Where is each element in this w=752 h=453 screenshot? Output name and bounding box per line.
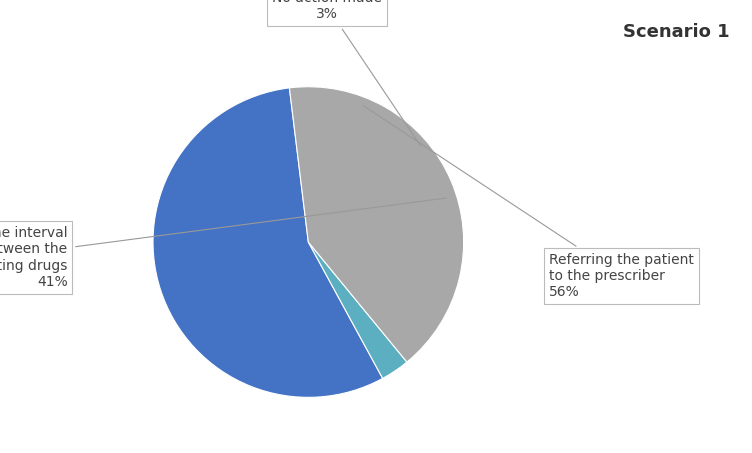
Wedge shape [290,87,464,362]
Wedge shape [153,88,383,397]
Text: Scenario 1: Scenario 1 [623,23,729,41]
Text: Suggest time interval
between the
interacting drugs
41%: Suggest time interval between the intera… [0,198,446,289]
Text: No action made
3%: No action made 3% [272,0,420,146]
Text: Referring the patient
to the prescriber
56%: Referring the patient to the prescriber … [363,106,694,299]
Wedge shape [308,242,407,378]
